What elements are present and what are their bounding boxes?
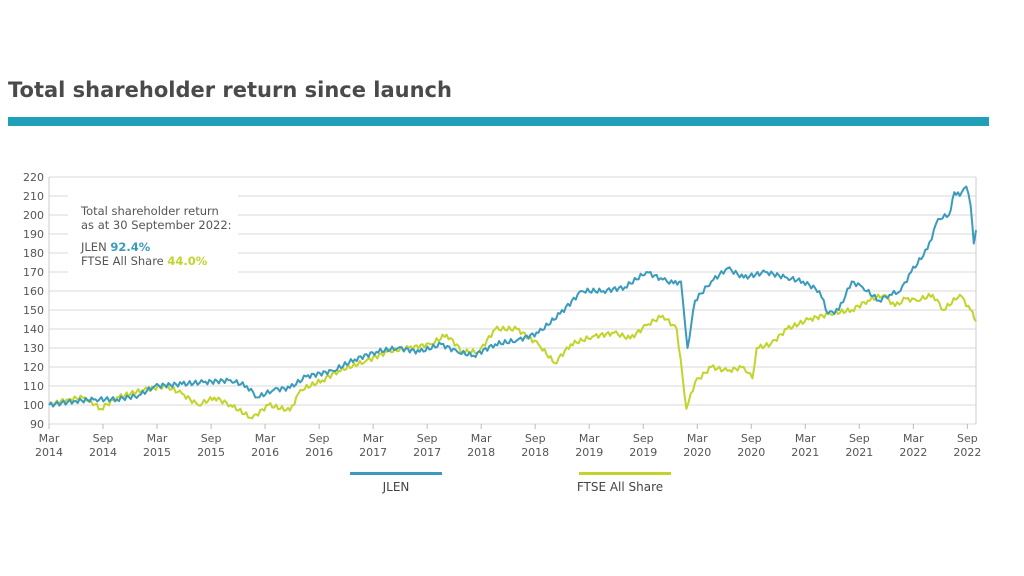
x-tick-year: 2022 xyxy=(899,446,927,459)
x-tick-month: Mar xyxy=(363,432,384,445)
x-tick-month: Mar xyxy=(147,432,168,445)
x-tick-month: Mar xyxy=(903,432,924,445)
annotation-line1: Total shareholder return xyxy=(81,204,219,218)
x-tick-year: 2015 xyxy=(143,446,171,459)
annotation-jlen-label: JLEN xyxy=(81,240,107,254)
x-tick-year: 2019 xyxy=(629,446,657,459)
x-tick-year: 2018 xyxy=(467,446,495,459)
x-tick-year: 2015 xyxy=(197,446,225,459)
y-tick-label: 190 xyxy=(23,228,44,241)
annotation-ftse-label: FTSE All Share xyxy=(81,254,164,268)
y-tick-label: 90 xyxy=(30,418,44,431)
x-tick-month: Mar xyxy=(39,432,60,445)
legend-ftse: FTSE All Share xyxy=(576,472,671,494)
legend-ftse-label: FTSE All Share xyxy=(576,480,664,494)
series-line-jlen xyxy=(48,185,977,408)
x-tick-month: Mar xyxy=(471,432,492,445)
x-tick-month: Mar xyxy=(795,432,816,445)
x-tick-month: Mar xyxy=(579,432,600,445)
x-tick-month: Sep xyxy=(633,432,654,445)
x-tick-year: 2020 xyxy=(737,446,765,459)
y-tick-label: 120 xyxy=(23,361,44,374)
title-accent-bar xyxy=(8,117,989,126)
x-tick-year: 2021 xyxy=(791,446,819,459)
legend-jlen-swatch xyxy=(350,472,442,475)
x-tick-year: 2022 xyxy=(953,446,981,459)
x-tick-month: Sep xyxy=(849,432,870,445)
x-tick-month: Mar xyxy=(687,432,708,445)
x-tick-year: 2014 xyxy=(35,446,63,459)
y-tick-label: 140 xyxy=(23,323,44,336)
y-tick-label: 110 xyxy=(23,380,44,393)
x-tick-month: Sep xyxy=(309,432,330,445)
x-tick-year: 2017 xyxy=(359,446,387,459)
series-line-ftse-all-share xyxy=(48,292,977,420)
annotation-ftse-value: 44.0% xyxy=(167,254,208,268)
y-tick-label: 160 xyxy=(23,285,44,298)
x-tick-year: 2016 xyxy=(305,446,333,459)
x-tick-year: 2018 xyxy=(521,446,549,459)
x-tick-month: Sep xyxy=(417,432,438,445)
x-tick-month: Sep xyxy=(525,432,546,445)
x-tick-month: Mar xyxy=(255,432,276,445)
x-tick-year: 2019 xyxy=(575,446,603,459)
y-tick-label: 100 xyxy=(23,399,44,412)
x-tick-year: 2017 xyxy=(413,446,441,459)
x-tick-month: Sep xyxy=(741,432,762,445)
x-tick-month: Sep xyxy=(93,432,114,445)
legend-jlen: JLEN xyxy=(350,472,442,494)
page-title: Total shareholder return since launch xyxy=(8,78,452,102)
x-tick-month: Sep xyxy=(957,432,978,445)
x-tick-year: 2021 xyxy=(845,446,873,459)
y-tick-label: 180 xyxy=(23,247,44,260)
y-tick-label: 200 xyxy=(23,209,44,222)
y-tick-label: 220 xyxy=(23,171,44,184)
legend-ftse-swatch xyxy=(579,472,671,475)
y-tick-label: 130 xyxy=(23,342,44,355)
annotation-box: Total shareholder return as at 30 Septem… xyxy=(77,204,236,268)
x-tick-month: Sep xyxy=(201,432,222,445)
y-tick-label: 170 xyxy=(23,266,44,279)
y-tick-label: 150 xyxy=(23,304,44,317)
annotation-jlen-value: 92.4% xyxy=(110,240,151,254)
y-tick-label: 210 xyxy=(23,190,44,203)
x-tick-year: 2014 xyxy=(89,446,117,459)
x-tick-year: 2020 xyxy=(683,446,711,459)
annotation-line2: as at 30 September 2022: xyxy=(81,218,232,232)
legend-jlen-label: JLEN xyxy=(382,480,410,494)
x-tick-year: 2016 xyxy=(251,446,279,459)
